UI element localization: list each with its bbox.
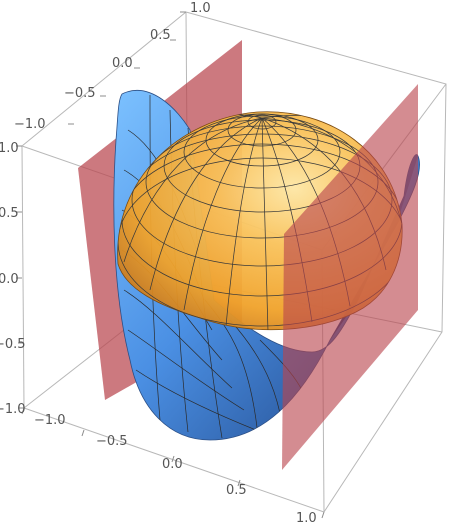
tick-label: 0.0 bbox=[112, 56, 133, 71]
tick-label: 0.5 bbox=[150, 28, 171, 43]
tick-label: −0.5 bbox=[96, 434, 128, 449]
hemisphere-mesh bbox=[117, 113, 403, 330]
axis-left: 1.0 0.5 0.0 −0.5 −1.0 bbox=[0, 141, 26, 417]
tick-marks bbox=[16, 11, 325, 519]
axis-bottom: −1.0 −0.5 0.0 0.5 1.0 bbox=[34, 413, 317, 525]
plane-right-face bbox=[282, 84, 418, 470]
tick-label: 1.0 bbox=[190, 1, 211, 16]
tick-label: −0.5 bbox=[0, 337, 26, 352]
tick-label: −1.0 bbox=[14, 117, 46, 132]
tick-label: 1.0 bbox=[0, 141, 19, 156]
tick-label: −1.0 bbox=[0, 402, 26, 417]
tick-label: 0.5 bbox=[0, 206, 19, 221]
tick-label: −1.0 bbox=[34, 413, 66, 428]
plane-right bbox=[282, 84, 418, 470]
tick-label: 0.5 bbox=[226, 483, 247, 498]
tick-label: 0.0 bbox=[0, 272, 19, 287]
tick-label: 1.0 bbox=[296, 511, 317, 525]
tick-label: 0.0 bbox=[162, 457, 183, 472]
axis-top-left: 1.0 0.5 0.0 −0.5 −1.0 bbox=[14, 1, 211, 132]
tick-label: −0.5 bbox=[64, 86, 96, 101]
